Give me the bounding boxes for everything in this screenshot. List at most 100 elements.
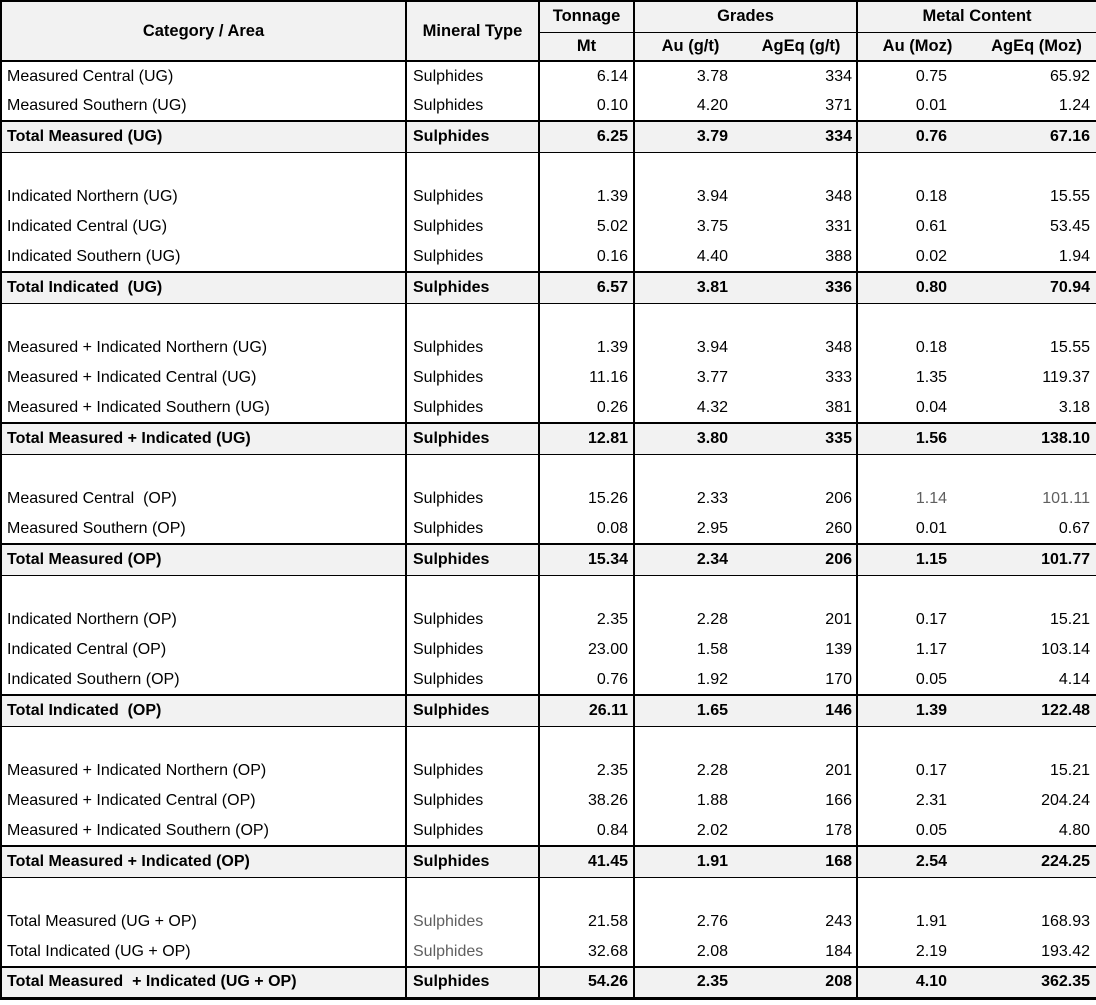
tonnage-cell: 32.68 — [539, 937, 635, 967]
ageq-grade-cell — [746, 152, 858, 182]
au-metal-cell: 0.75 — [915, 67, 947, 85]
au-grade-cell: 1.88 — [696, 792, 728, 809]
data-row: Measured + Indicated Central (OP) Sulphid… — [1, 786, 1096, 816]
au-metal-cell: 0.18 — [915, 188, 947, 205]
mineral-cell: Sulphides — [406, 845, 540, 878]
au-grade-cell: 2.95 — [696, 519, 728, 537]
data-row: Measured + Indicated Northern (OP) Sulphi… — [1, 756, 1096, 786]
category-cell: Total Measured (UG + OP) — [1, 907, 407, 937]
ageq-grade-cell: 348 — [746, 182, 858, 212]
ageq-metal-cell: 0.67 — [1058, 519, 1090, 537]
category-cell: Total Measured + Indicated (UG) — [1, 422, 407, 455]
tonnage-cell: 0.16 — [539, 242, 635, 272]
ageq-grade-cell: 371 — [746, 91, 858, 121]
au-grade-cell: 2.33 — [696, 490, 728, 507]
tonnage-cell — [539, 877, 635, 907]
ageq-grade-cell: 201 — [746, 605, 858, 635]
data-row: Total Indicated (UG + OP) Sulphides 32.68 2… — [1, 937, 1096, 967]
ageq-metal-cell: 101.77 — [977, 543, 1096, 576]
ageq-metal-cell — [977, 877, 1096, 907]
ageq-grade-cell: 260 — [746, 514, 858, 544]
category-cell: Total Indicated (OP) — [1, 694, 407, 727]
spacer-row — [1, 152, 1096, 182]
mineral-cell: Sulphides — [406, 756, 540, 786]
ageq-metal-cell — [977, 575, 1096, 605]
au-grade-cell: 3.79 — [634, 120, 746, 153]
header-ageq-metal: AgEq (Moz) — [977, 32, 1096, 62]
ageq-grade-cell — [746, 303, 858, 333]
spacer-row — [1, 877, 1096, 907]
tonnage-cell: 15.26 — [539, 484, 635, 514]
category-cell: Measured + Indicated Central (OP) — [1, 786, 407, 816]
ageq-grade-cell: 139 — [746, 635, 858, 665]
ageq-metal-cell — [977, 152, 1096, 182]
category-cell: Total Indicated (UG + OP) — [1, 937, 407, 967]
ageq-metal-cell: 119.37 — [1042, 369, 1090, 386]
au-grade-cell: 2.28 — [696, 762, 728, 779]
au-grade-cell: 2.76 — [696, 913, 728, 930]
mineral-cell: Sulphides — [406, 635, 540, 665]
ageq-metal-cell: 15.21 — [1049, 762, 1090, 779]
mineral-cell: Sulphides — [406, 212, 540, 242]
mineral-cell — [406, 152, 540, 182]
total-row: Total Measured + Indicated (UG) Sulphides… — [1, 422, 1096, 455]
mineral-cell: Sulphides — [406, 333, 540, 363]
tonnage-cell: 2.35 — [539, 605, 635, 635]
au-metal-cell: 0.02 — [915, 247, 947, 265]
ageq-grade-cell: 334 — [746, 120, 858, 153]
au-metal-cell: 0.04 — [915, 398, 947, 416]
au-grade-cell: 1.91 — [634, 845, 746, 878]
header-category-area: Category / Area — [1, 1, 407, 62]
data-row: Indicated Northern (OP) Sulphides 2.35 2.28… — [1, 605, 1096, 635]
ageq-grade-cell: 178 — [746, 816, 858, 846]
mineral-cell — [406, 877, 540, 907]
ageq-grade-cell: 146 — [746, 694, 858, 727]
category-cell: Total Indicated (UG) — [1, 271, 407, 304]
mineral-cell: Sulphides — [406, 484, 540, 514]
total-row: Total Indicated (OP) Sulphides 26.11 1.65 14… — [1, 694, 1096, 727]
total-row: Total Measured (UG) Sulphides 6.25 3.79 334 0… — [1, 120, 1096, 153]
ageq-metal-cell: 15.55 — [1049, 339, 1090, 356]
tonnage-cell: 54.26 — [539, 966, 635, 999]
au-metal-cell — [857, 303, 977, 333]
ageq-metal-cell: 1.94 — [1058, 247, 1090, 265]
header-au-metal: Au (Moz) — [857, 32, 977, 62]
data-row: Measured Central (OP) Sulphides 15.26 2.33 2… — [1, 484, 1096, 514]
tonnage-cell — [539, 575, 635, 605]
tonnage-cell: 0.76 — [539, 665, 635, 695]
ageq-metal-cell: 3.18 — [1058, 398, 1090, 416]
au-grade-cell — [634, 575, 746, 605]
category-cell — [1, 877, 407, 907]
ageq-metal-cell: 65.92 — [1049, 67, 1090, 85]
ageq-grade-cell: 184 — [746, 937, 858, 967]
tonnage-cell: 0.26 — [539, 393, 635, 423]
header-row-units: Mt Au (g/t) AgEq (g/t) Au (Moz) AgEq (Mo… — [1, 32, 1096, 62]
table-header: Category / Area Mineral Type Tonnage Gra… — [1, 1, 1096, 62]
ageq-grade-cell: 335 — [746, 422, 858, 455]
data-row: Measured + Indicated Northern (UG) Sulphi… — [1, 333, 1096, 363]
au-metal-cell: 0.05 — [915, 821, 947, 839]
tonnage-cell — [539, 726, 635, 756]
tonnage-cell: 26.11 — [539, 694, 635, 727]
ageq-grade-cell: 170 — [746, 665, 858, 695]
ageq-metal-cell: 103.14 — [1041, 641, 1090, 658]
au-metal-cell: 2.54 — [857, 845, 977, 878]
tonnage-cell: 5.02 — [539, 212, 635, 242]
ageq-grade-cell: 206 — [746, 484, 858, 514]
tonnage-cell: 38.26 — [539, 786, 635, 816]
tonnage-cell: 15.34 — [539, 543, 635, 576]
data-row: Total Measured (UG + OP) Sulphides 21.58 2.… — [1, 907, 1096, 937]
category-cell: Measured + Indicated Northern (OP) — [1, 756, 407, 786]
mineral-cell — [406, 454, 540, 484]
header-mineral-type: Mineral Type — [406, 1, 540, 62]
au-grade-cell: 1.65 — [634, 694, 746, 727]
tonnage-cell: 11.16 — [539, 363, 635, 393]
category-cell: Measured + Indicated Southern (UG) — [1, 393, 407, 423]
mineral-cell: Sulphides — [406, 543, 540, 576]
mineral-cell: Sulphides — [406, 393, 540, 423]
category-cell — [1, 454, 407, 484]
au-grade-cell: 1.92 — [696, 670, 728, 688]
mineral-cell: Sulphides — [406, 422, 540, 455]
mineral-cell: Sulphides — [406, 514, 540, 544]
